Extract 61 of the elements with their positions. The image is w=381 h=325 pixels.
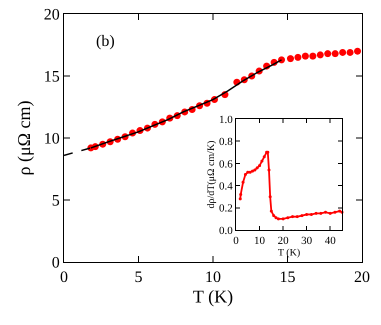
point: [238, 197, 242, 200]
x-tick-label: 5: [134, 269, 142, 286]
point: [333, 210, 336, 214]
point: [332, 50, 339, 58]
y-tick-label: 20: [44, 6, 60, 24]
y-axis-title: ρ (μΩ cm): [14, 100, 34, 176]
point: [316, 51, 324, 58]
point: [324, 210, 328, 214]
point: [309, 52, 316, 60]
y-tick-label: 0.0: [219, 224, 234, 237]
point: [339, 48, 346, 56]
y-tick-label: 0.6: [219, 158, 234, 170]
point: [248, 170, 252, 174]
y-tick-label: 0: [52, 254, 60, 272]
point: [268, 195, 272, 198]
y-tick-label: 5: [52, 192, 60, 210]
point: [338, 210, 342, 213]
point: [274, 216, 278, 220]
point: [262, 155, 266, 158]
point: [270, 210, 273, 213]
point: [239, 192, 242, 196]
point: [291, 215, 294, 218]
point: [294, 54, 302, 61]
point: [300, 214, 304, 218]
point: [253, 168, 256, 172]
point: [319, 212, 322, 215]
point: [286, 55, 294, 62]
x-axis-title: T (K): [278, 248, 300, 259]
point: [242, 180, 245, 184]
point: [324, 50, 332, 58]
annotation: (b): [96, 33, 115, 50]
point: [250, 170, 254, 173]
point: [354, 48, 362, 55]
point: [260, 160, 264, 163]
y-tick-label: 0.8: [219, 136, 234, 148]
point: [346, 48, 354, 56]
point: [302, 52, 309, 60]
point: [258, 164, 262, 168]
x-tick-label: 10: [205, 269, 221, 286]
y-tick-label: 15: [44, 68, 60, 86]
point: [282, 217, 285, 220]
point: [276, 217, 280, 220]
y-tick-label: 10: [44, 130, 60, 148]
x-tick-label: 30: [301, 235, 313, 248]
point: [256, 166, 259, 170]
point: [244, 173, 247, 176]
x-tick-label: 20: [354, 269, 370, 286]
x-axis-title: T (K): [192, 286, 234, 306]
y-axis-title: dρ/dT(μΩ cm/K): [206, 140, 218, 209]
x-tick-label: 40: [324, 235, 336, 248]
point: [296, 215, 299, 218]
x-tick-label: 10: [254, 235, 266, 248]
y-tick-label: 0.2: [219, 202, 233, 215]
y-tick-label: 1.0: [219, 114, 234, 126]
x-tick-label: 15: [280, 269, 296, 286]
point: [328, 212, 332, 215]
point: [272, 214, 276, 218]
point: [314, 212, 318, 215]
x-tick-label: 20: [278, 235, 290, 248]
point: [286, 216, 290, 220]
y-tick-label: 0.4: [219, 180, 234, 192]
